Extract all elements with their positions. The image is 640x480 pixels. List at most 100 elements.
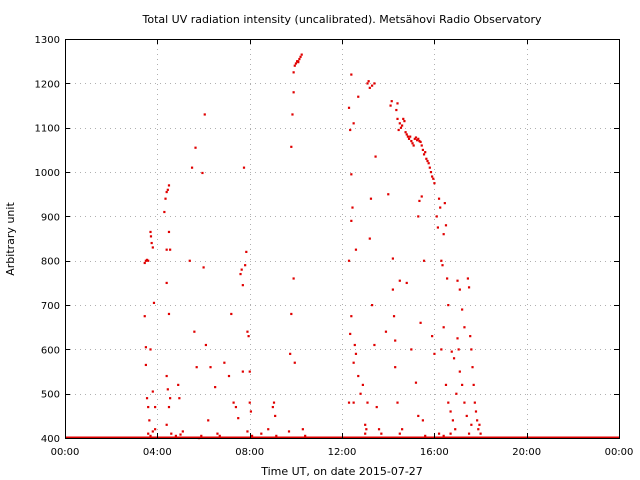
data-point — [165, 190, 168, 194]
x-tick-label: 12:00 — [328, 447, 357, 458]
data-point — [149, 434, 152, 437]
data-point — [347, 401, 351, 404]
data-point — [154, 428, 157, 431]
data-point — [166, 188, 169, 191]
y-tick-label: 600 — [41, 345, 60, 356]
data-point — [150, 241, 153, 245]
data-point — [461, 308, 464, 311]
data-point — [477, 428, 480, 431]
data-point — [149, 230, 152, 234]
data-point — [463, 326, 466, 329]
data-point — [294, 62, 298, 65]
data-point — [467, 432, 471, 435]
data-point — [373, 82, 376, 85]
data-point — [274, 414, 277, 418]
data-point — [437, 197, 441, 200]
data-point — [420, 195, 423, 198]
data-point — [249, 410, 253, 413]
x-tick-label: 08:00 — [235, 447, 264, 458]
data-point — [248, 401, 251, 404]
data-point — [452, 357, 456, 360]
data-point — [473, 401, 476, 404]
data-point — [364, 423, 367, 426]
data-point — [214, 386, 217, 389]
data-point — [419, 140, 422, 144]
axis-ticks — [65, 39, 620, 439]
data-points — [143, 53, 482, 440]
data-point — [151, 246, 154, 249]
data-point — [144, 363, 147, 367]
data-point — [431, 335, 434, 338]
data-point — [411, 142, 414, 145]
x-tick-label: 00:00 — [605, 447, 634, 458]
data-point — [169, 248, 172, 251]
data-point — [387, 193, 390, 196]
data-point — [437, 432, 441, 435]
data-point — [440, 259, 443, 262]
data-point — [304, 434, 307, 437]
data-point — [374, 155, 377, 158]
data-point — [401, 428, 404, 431]
data-point — [424, 434, 427, 437]
data-point — [275, 434, 278, 437]
data-point — [241, 284, 244, 287]
data-point — [413, 137, 416, 140]
data-point — [295, 60, 299, 63]
data-point — [246, 430, 249, 433]
data-point — [454, 428, 457, 431]
data-point — [417, 414, 420, 418]
data-point — [149, 235, 153, 238]
data-point — [367, 80, 370, 83]
data-point — [350, 219, 353, 222]
data-point — [369, 197, 373, 200]
data-point — [223, 361, 226, 364]
data-point — [143, 315, 146, 318]
y-tick-label: 1200 — [35, 79, 60, 90]
data-point — [166, 388, 169, 391]
y-tick-label: 400 — [41, 434, 60, 445]
data-point — [354, 352, 358, 355]
data-point — [350, 73, 353, 76]
data-point — [467, 286, 471, 289]
data-point — [368, 237, 371, 240]
data-point — [250, 434, 254, 437]
data-point — [479, 432, 482, 435]
data-point — [390, 100, 393, 103]
data-point — [449, 410, 452, 413]
data-point — [472, 383, 475, 386]
data-point — [352, 122, 355, 125]
data-point — [227, 374, 231, 378]
data-point — [458, 288, 461, 291]
data-point — [352, 361, 355, 364]
data-point — [148, 419, 151, 422]
x-tick-label: 20:00 — [512, 447, 541, 458]
data-point — [350, 315, 353, 318]
data-point — [428, 166, 431, 169]
data-point — [456, 279, 459, 282]
data-point — [154, 405, 157, 409]
data-point — [420, 144, 423, 147]
data-point — [299, 55, 302, 58]
data-point — [292, 71, 295, 74]
data-point — [442, 326, 445, 329]
data-point — [456, 337, 459, 340]
chart-title: Total UV radiation intensity (uncalibrat… — [142, 13, 542, 26]
data-point — [365, 428, 368, 431]
y-tick-label: 700 — [41, 301, 60, 312]
data-point — [466, 277, 470, 280]
data-point — [241, 370, 244, 373]
data-point — [455, 392, 458, 395]
data-point — [433, 182, 436, 185]
data-point — [441, 264, 444, 267]
data-point — [405, 281, 408, 285]
data-point — [240, 268, 243, 271]
data-point — [402, 117, 405, 120]
data-point — [443, 202, 446, 205]
data-point — [145, 397, 149, 400]
data-point — [391, 257, 394, 260]
data-point — [470, 348, 473, 351]
x-tick-labels: 00:00 04:00 08:00 12:00 16:00 20:00 00:00 — [51, 447, 634, 458]
data-point — [439, 206, 442, 209]
data-point — [144, 259, 147, 262]
data-point — [234, 405, 238, 409]
